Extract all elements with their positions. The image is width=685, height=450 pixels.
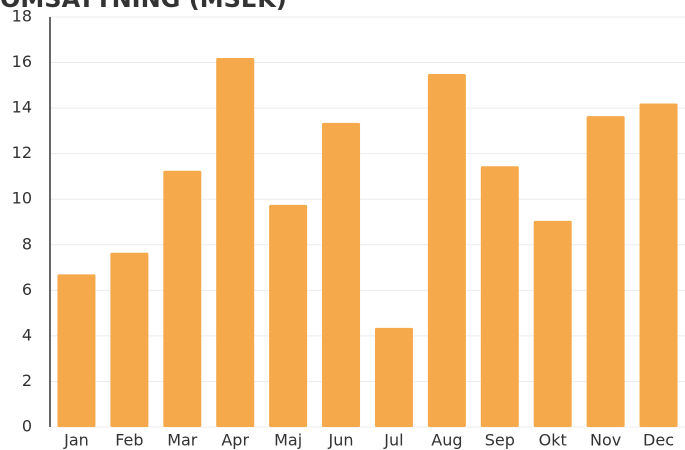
bar	[586, 116, 625, 427]
x-tick-label: Nov	[590, 431, 621, 450]
bar	[57, 274, 96, 427]
x-tick-label: Feb	[115, 431, 143, 450]
bar	[163, 170, 202, 427]
bar	[269, 204, 308, 427]
y-tick-label: 8	[22, 234, 32, 253]
x-tick-label: Maj	[274, 431, 302, 450]
bar	[427, 73, 466, 427]
x-tick-label: Sep	[485, 431, 515, 450]
bar	[110, 252, 149, 427]
x-tick-label: Aug	[431, 431, 462, 450]
y-tick-label: 6	[22, 280, 32, 299]
y-tick-label: 14	[12, 98, 32, 117]
bar	[374, 327, 413, 427]
x-tick-label: Jul	[383, 431, 403, 450]
y-tick-label: 4	[22, 325, 32, 344]
x-tick-label: Jun	[328, 431, 354, 450]
chart-title: OMSÄTTNING (MSEK)	[0, 0, 287, 13]
y-tick-label: 16	[12, 52, 32, 71]
bar	[480, 166, 519, 427]
bar	[322, 122, 361, 428]
x-tick-label: Mar	[167, 431, 198, 450]
y-tick-label: 2	[22, 371, 32, 390]
y-tick-label: 10	[12, 189, 32, 208]
y-tick-label: 0	[22, 417, 32, 436]
bar	[639, 103, 678, 428]
x-tick-label: Dec	[643, 431, 674, 450]
bar	[533, 220, 572, 427]
y-tick-label: 18	[12, 7, 32, 26]
y-tick-label: 12	[12, 143, 32, 162]
bar	[216, 58, 255, 427]
x-tick-label: Okt	[539, 431, 567, 450]
x-tick-label: Apr	[221, 431, 249, 450]
x-tick-label: Jan	[63, 431, 89, 450]
